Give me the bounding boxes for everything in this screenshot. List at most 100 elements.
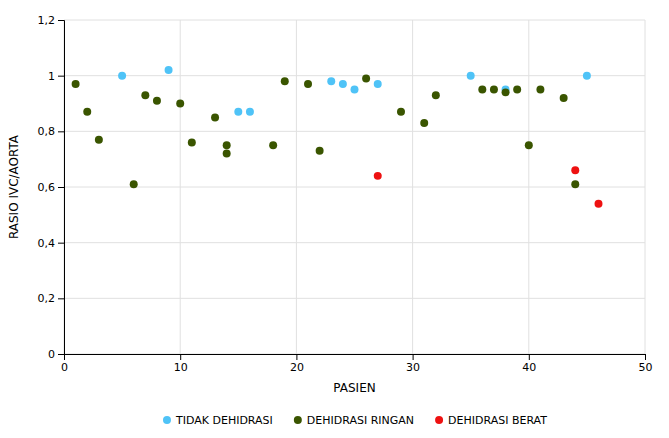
point bbox=[304, 80, 312, 88]
tick-mark bbox=[58, 243, 64, 244]
plot-area: 0 10 20 30 40 50 0 0,2 0,4 0,6 0,8 1 1,2 PASIEN RASIO … bbox=[7, 14, 653, 395]
tick-label: 0,6 bbox=[38, 181, 56, 194]
point bbox=[397, 108, 405, 116]
tick-label: 10 bbox=[174, 361, 188, 374]
point bbox=[583, 72, 591, 80]
point bbox=[374, 172, 382, 180]
point bbox=[467, 72, 475, 80]
points bbox=[72, 66, 603, 208]
x-axis-title: PASIEN bbox=[333, 381, 375, 395]
grid-line-y bbox=[64, 131, 645, 132]
tick-label: 1,2 bbox=[38, 14, 56, 27]
tick: 40 bbox=[522, 354, 536, 374]
y-axis-title: RASIO IVC/AORTA bbox=[7, 134, 21, 239]
point bbox=[432, 91, 440, 99]
tick-label: 0,8 bbox=[38, 125, 56, 138]
tick-label: 50 bbox=[639, 361, 653, 374]
legend-marker bbox=[163, 416, 171, 424]
tick-label: 40 bbox=[522, 361, 536, 374]
point bbox=[339, 80, 347, 88]
point bbox=[83, 108, 91, 116]
tick-mark bbox=[58, 187, 64, 188]
tick: 0 bbox=[61, 354, 68, 374]
tick-mark bbox=[58, 76, 64, 77]
point bbox=[72, 80, 80, 88]
point bbox=[223, 150, 231, 158]
y-axis: 0 0,2 0,4 0,6 0,8 1 1,2 bbox=[38, 14, 65, 361]
tick-label: 0,4 bbox=[38, 237, 56, 250]
tick-mark bbox=[58, 298, 64, 299]
tick-mark bbox=[180, 354, 181, 360]
point bbox=[502, 88, 510, 96]
tick-mark bbox=[58, 131, 64, 132]
point bbox=[223, 141, 231, 149]
tick: 0,6 bbox=[38, 181, 65, 194]
point bbox=[153, 97, 161, 105]
point bbox=[595, 200, 603, 208]
point bbox=[281, 77, 289, 85]
tick: 20 bbox=[290, 354, 304, 374]
tick: 1,2 bbox=[38, 14, 65, 27]
x-axis: 0 10 20 30 40 50 bbox=[61, 354, 653, 374]
tick-mark bbox=[645, 354, 646, 360]
tick: 0,2 bbox=[38, 292, 65, 305]
point bbox=[374, 80, 382, 88]
legend-label: DEHIDRASI BERAT bbox=[448, 414, 547, 427]
point bbox=[234, 108, 242, 116]
grid-line-y bbox=[64, 298, 645, 299]
tick-mark bbox=[58, 20, 64, 21]
point bbox=[525, 141, 533, 149]
tick: 1 bbox=[48, 70, 64, 83]
tick-label: 30 bbox=[406, 361, 420, 374]
legend-item: DEHIDRASI BERAT bbox=[435, 414, 547, 427]
point bbox=[362, 74, 370, 82]
tick-label: 1 bbox=[48, 70, 55, 83]
grid-line-y bbox=[64, 187, 645, 188]
legend-label: TIDAK DEHIDRASI bbox=[175, 414, 273, 427]
legend-marker bbox=[294, 416, 302, 424]
tick: 0 bbox=[48, 348, 64, 361]
tick-mark bbox=[529, 354, 530, 360]
tick-mark bbox=[413, 354, 414, 360]
point bbox=[211, 113, 219, 121]
series bbox=[72, 74, 580, 188]
point bbox=[571, 180, 579, 188]
tick-label: 0 bbox=[61, 361, 68, 374]
tick: 0,8 bbox=[38, 125, 65, 138]
point bbox=[176, 100, 184, 108]
point bbox=[560, 94, 568, 102]
legend-marker bbox=[435, 416, 443, 424]
series bbox=[118, 66, 591, 116]
point bbox=[513, 86, 521, 94]
grid-line-y bbox=[64, 242, 645, 243]
axis-line bbox=[58, 21, 65, 355]
tick-mark bbox=[58, 354, 64, 355]
point bbox=[536, 86, 544, 94]
legend-item: TIDAK DEHIDRASI bbox=[163, 414, 273, 427]
point bbox=[490, 86, 498, 94]
point bbox=[118, 72, 126, 80]
chart: 0 10 20 30 40 50 0 0,2 0,4 0,6 0,8 1 1,2 PASIEN RASIO … bbox=[0, 0, 669, 438]
point bbox=[351, 86, 359, 94]
grid-line-y bbox=[64, 75, 645, 76]
tick-label: 0,2 bbox=[38, 292, 56, 305]
point bbox=[130, 180, 138, 188]
series bbox=[374, 166, 603, 207]
tick: 50 bbox=[639, 354, 653, 374]
point bbox=[327, 77, 335, 85]
legend-item: DEHIDRASI RINGAN bbox=[294, 414, 414, 427]
point bbox=[571, 166, 579, 174]
point bbox=[141, 91, 149, 99]
tick-label: 20 bbox=[290, 361, 304, 374]
point bbox=[478, 86, 486, 94]
grid bbox=[64, 20, 645, 354]
axis-line bbox=[65, 355, 646, 361]
tick-mark bbox=[296, 354, 297, 360]
point bbox=[316, 147, 324, 155]
point bbox=[165, 66, 173, 74]
tick-label: 0 bbox=[48, 348, 55, 361]
tick: 10 bbox=[174, 354, 188, 374]
legend-label: DEHIDRASI RINGAN bbox=[307, 414, 414, 427]
point bbox=[246, 108, 254, 116]
tick: 0,4 bbox=[38, 237, 65, 250]
